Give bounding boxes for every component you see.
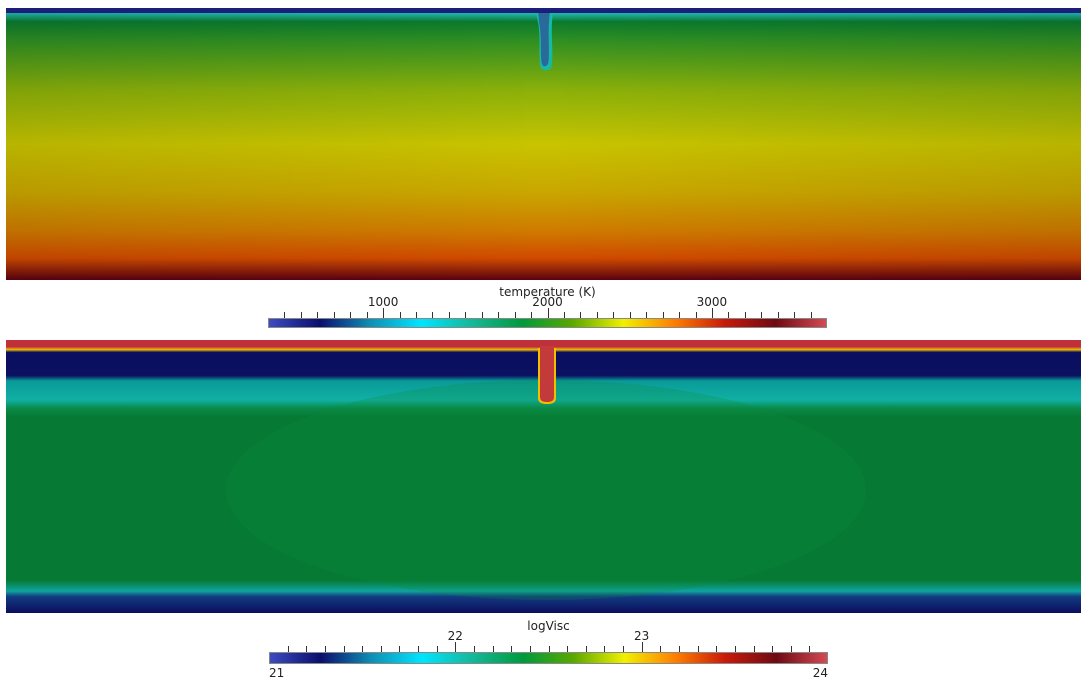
- major-tick-label: 1000: [367, 295, 399, 309]
- minor-tick: [548, 646, 550, 652]
- minor-tick: [567, 646, 569, 652]
- minor-tick: [350, 312, 352, 318]
- minor-tick: [324, 646, 326, 652]
- viscosity-colorbar-title: logVisc: [527, 619, 570, 633]
- minor-tick: [465, 312, 467, 318]
- minor-tick: [300, 312, 302, 318]
- temperature-colorbar-ticks: 1000 2000 3000: [268, 296, 827, 328]
- minor-tick: [563, 312, 565, 318]
- minor-tick: [585, 646, 587, 652]
- major-tick: [455, 642, 457, 652]
- minor-tick: [646, 312, 648, 318]
- minor-tick: [317, 312, 319, 318]
- viscosity-field-panel: [6, 340, 1081, 613]
- minor-tick: [284, 312, 286, 318]
- minor-tick: [306, 646, 308, 652]
- minor-tick: [794, 312, 796, 318]
- minor-tick: [366, 312, 368, 318]
- min-end-label: 21: [269, 666, 285, 680]
- minor-tick: [343, 646, 345, 652]
- minor-tick: [613, 312, 615, 318]
- minor-tick: [514, 312, 516, 318]
- viscosity-colorbar-gradient: [269, 652, 828, 664]
- minor-tick: [432, 312, 434, 318]
- major-tick: [547, 308, 549, 318]
- minor-tick: [531, 312, 533, 318]
- temperature-field-image: [6, 8, 1081, 280]
- viscosity-colorbar-ticks: 22 23 21 24: [269, 630, 828, 680]
- temperature-colorbar-title: temperature (K): [499, 285, 596, 299]
- minor-tick: [529, 646, 531, 652]
- minor-tick: [753, 646, 755, 652]
- minor-tick: [399, 312, 401, 318]
- viscosity-field-image: [6, 340, 1081, 613]
- minor-tick: [772, 646, 774, 652]
- minor-tick: [695, 312, 697, 318]
- minor-tick: [481, 312, 483, 318]
- major-tick-label: 3000: [696, 295, 728, 309]
- max-end-label: 24: [812, 666, 828, 680]
- minor-tick: [660, 646, 662, 652]
- minor-tick: [416, 312, 417, 318]
- minor-tick: [492, 646, 494, 652]
- minor-tick: [790, 646, 792, 652]
- major-tick: [711, 308, 713, 318]
- minor-tick: [662, 312, 664, 318]
- minor-tick: [498, 312, 500, 318]
- minor-tick: [777, 312, 779, 318]
- minor-tick: [678, 646, 680, 652]
- minor-tick: [448, 312, 450, 318]
- major-tick-label: 22: [447, 629, 463, 643]
- minor-tick: [418, 646, 420, 652]
- temperature-colorbar-gradient: [268, 318, 827, 328]
- minor-tick: [380, 646, 382, 652]
- major-tick: [383, 308, 385, 318]
- minor-tick: [734, 646, 736, 652]
- temperature-field-panel: [6, 8, 1081, 280]
- minor-tick: [596, 312, 598, 318]
- minor-tick: [761, 312, 763, 318]
- minor-tick: [728, 312, 730, 318]
- major-tick-label: 2000: [532, 295, 563, 309]
- minor-tick: [629, 312, 631, 318]
- minor-tick: [287, 646, 289, 652]
- minor-tick: [580, 312, 582, 318]
- minor-tick: [809, 646, 811, 652]
- minor-tick: [679, 312, 680, 318]
- minor-tick: [810, 312, 812, 318]
- minor-tick: [697, 646, 699, 652]
- viscosity-colorbar: logVisc 22 23 21 24: [269, 620, 828, 680]
- minor-tick: [399, 646, 401, 652]
- minor-tick: [623, 646, 624, 652]
- major-tick: [641, 642, 643, 652]
- minor-tick: [333, 312, 335, 318]
- minor-tick: [511, 646, 513, 652]
- minor-tick: [744, 312, 746, 318]
- minor-tick: [436, 646, 438, 652]
- minor-tick: [716, 646, 718, 652]
- temperature-colorbar: temperature (K) 1000 2000 3000: [268, 286, 827, 330]
- major-tick-label: 23: [634, 629, 650, 643]
- minor-tick: [474, 646, 475, 652]
- minor-tick: [604, 646, 606, 652]
- minor-tick: [362, 646, 364, 652]
